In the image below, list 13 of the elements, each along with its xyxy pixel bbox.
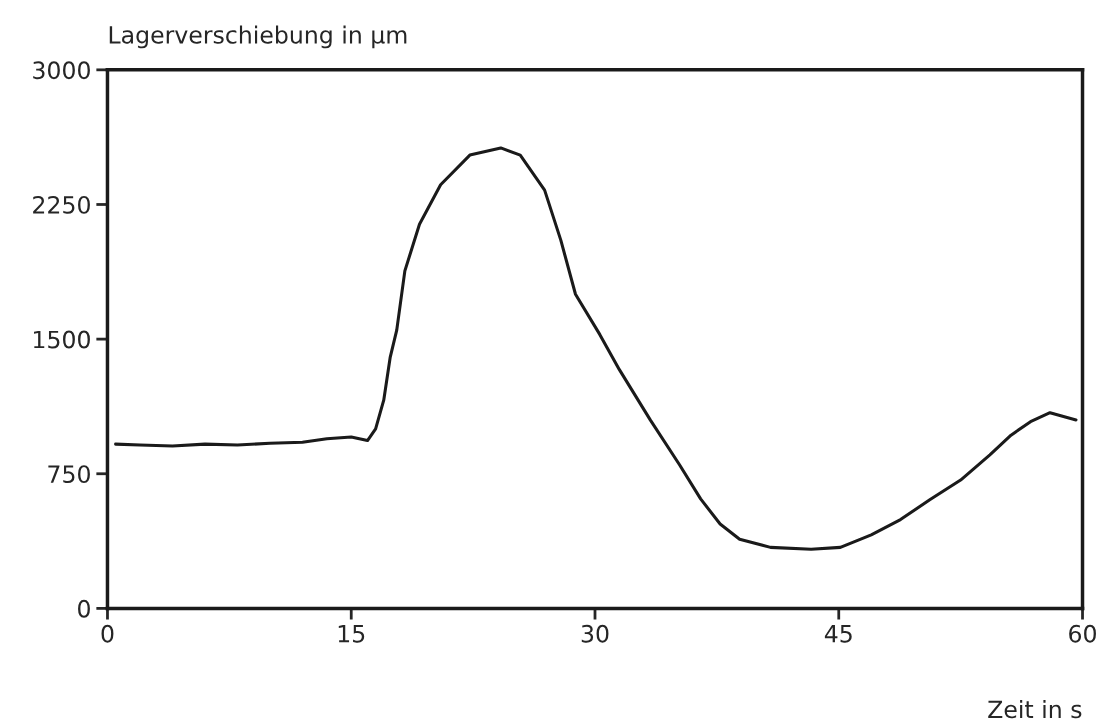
y-tick-label: 0	[78, 599, 90, 618]
x-tick-label: 30	[581, 624, 609, 643]
x-tick-label: 60	[1069, 624, 1096, 643]
x-tick-label: 45	[824, 625, 852, 643]
y-tick-label: 3000	[33, 61, 90, 80]
x-tick-label: 15	[338, 625, 365, 643]
x-tick-label: 0	[101, 624, 114, 643]
y-axis-title: Lagerverschiebung in µm	[109, 25, 407, 49]
x-axis-title: Zeit in s	[988, 699, 1082, 719]
y-tick-label: 750	[48, 465, 90, 484]
y-tick-label: 1500	[34, 330, 90, 349]
line-series	[114, 146, 1078, 551]
y-tick-label: 2250	[33, 195, 90, 214]
